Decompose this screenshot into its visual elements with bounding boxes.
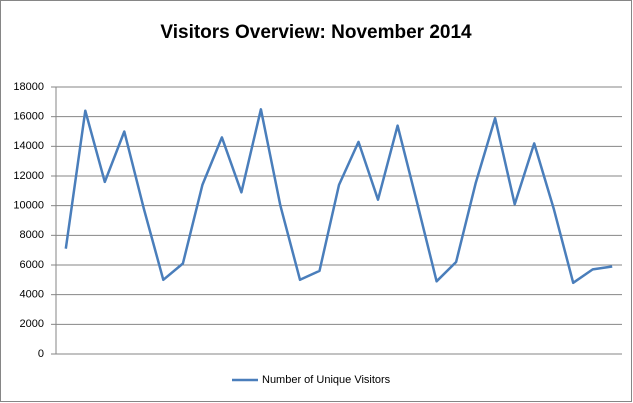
chart-title: Visitors Overview: November 2014 <box>160 22 472 43</box>
legend-label: Number of Unique Visitors <box>262 374 391 386</box>
series-line <box>64 108 613 285</box>
y-tick-label: 10000 <box>13 200 44 212</box>
y-tick-label: 2000 <box>20 318 44 330</box>
y-tick-label: 18000 <box>13 81 44 93</box>
y-tick-label: 14000 <box>13 140 44 152</box>
y-tick-label: 16000 <box>13 111 44 123</box>
y-tick-label: 0 <box>38 348 44 360</box>
y-tick-label: 12000 <box>13 170 44 182</box>
y-tick-label: 8000 <box>20 229 44 241</box>
y-tick-label: 6000 <box>20 259 44 271</box>
y-tick-label: 4000 <box>20 289 44 301</box>
